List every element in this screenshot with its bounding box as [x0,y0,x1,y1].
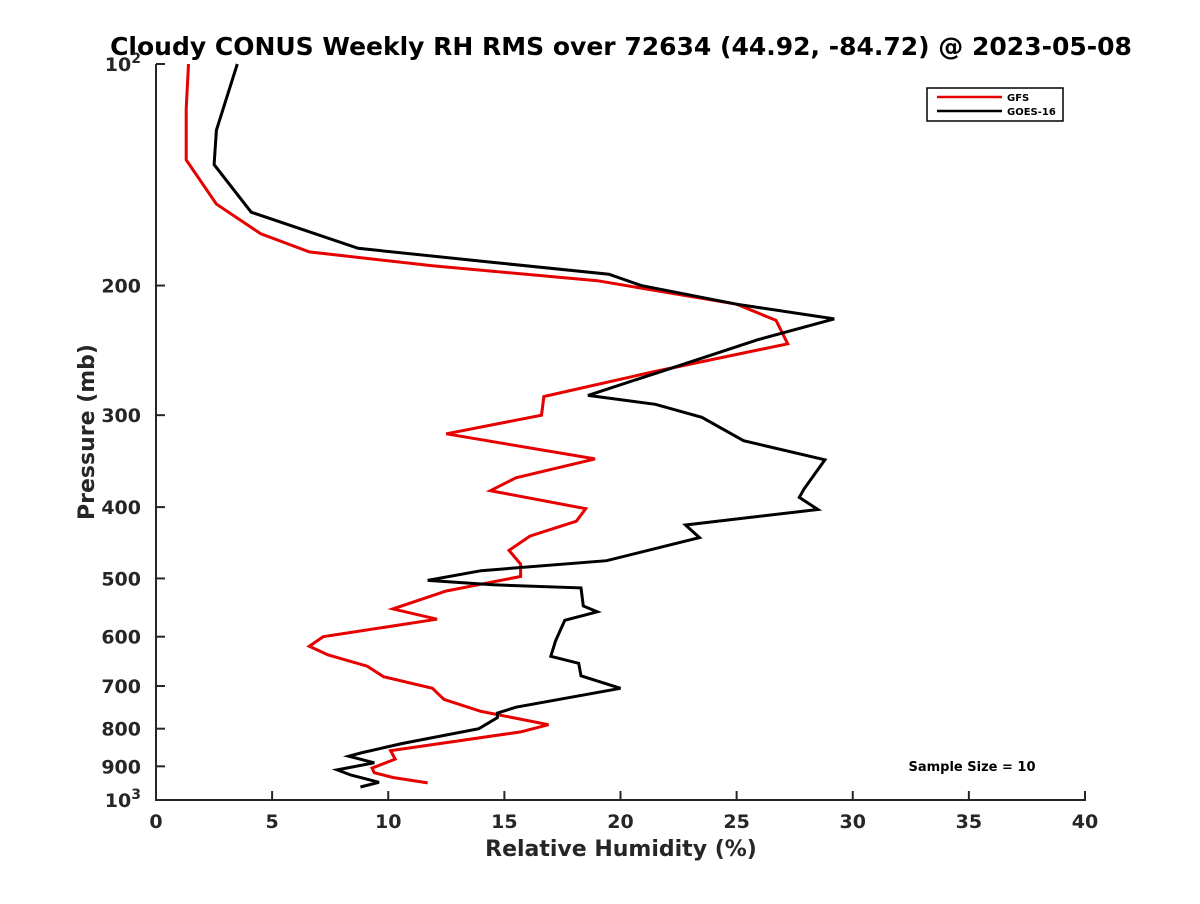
legend-label-goes-16: GOES-16 [1007,107,1056,118]
x-tick-label: 25 [723,811,749,833]
x-axis-label: Relative Humidity (%) [485,837,757,862]
y-tick-label: 700 [101,676,141,698]
plot-area [184,63,835,789]
y-tick-label: 102 [105,51,141,76]
y-tick-label: 103 [105,787,141,812]
y-tick-label: 800 [101,719,141,741]
y-axis-ticks: 102 200 300 400 500 600 700 800 900 103 [101,51,165,812]
y-tick-label: 400 [101,497,141,519]
series-line-gfs [184,63,790,785]
y-tick-label: 500 [101,568,141,590]
x-tick-label: 15 [491,811,517,833]
legend: GFS GOES-16 [926,87,1064,122]
x-tick-label: 35 [956,811,982,833]
legend-label-gfs: GFS [1007,93,1029,104]
y-tick-label: 900 [101,756,141,778]
y-tick-label: 600 [101,627,141,649]
x-tick-label: 0 [149,811,162,833]
series-line-goes-16 [212,63,835,789]
y-axis-label: Pressure (mb) [75,344,100,520]
x-tick-label: 5 [266,811,279,833]
y-tick-label: 300 [101,405,141,427]
sample-size-annotation: Sample Size = 10 [908,760,1035,775]
x-axis-ticks: 0 5 10 15 20 25 30 35 40 [149,791,1098,833]
x-tick-label: 20 [607,811,633,833]
y-tick-label: 200 [101,276,141,298]
x-tick-label: 10 [375,811,401,833]
legend-box [926,87,1064,122]
x-tick-label: 40 [1072,811,1098,833]
chart-title: Cloudy CONUS Weekly RH RMS over 72634 (4… [110,32,1132,61]
x-tick-label: 30 [840,811,866,833]
